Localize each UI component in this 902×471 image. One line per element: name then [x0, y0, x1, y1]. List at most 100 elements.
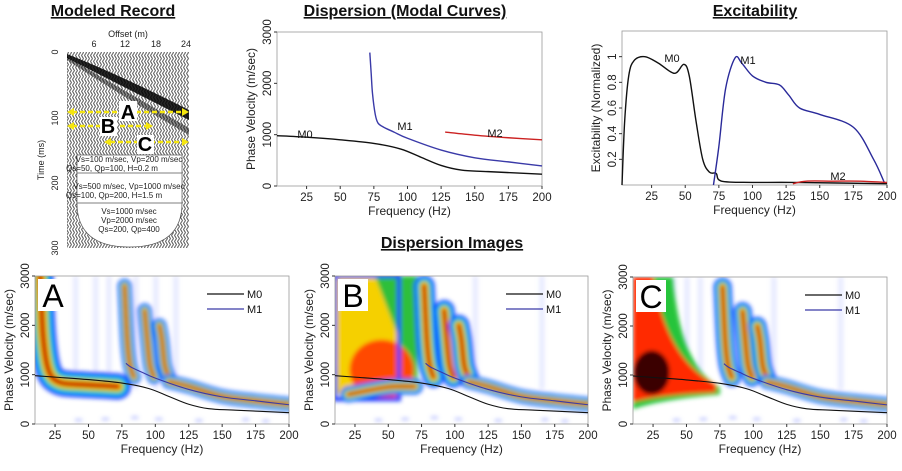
legend-m1-label: M1: [247, 304, 262, 316]
y-tick-label: 3000: [20, 263, 32, 289]
x-tick-label: 100: [146, 430, 165, 442]
record-xtick: 24: [181, 39, 191, 49]
y-tick-label: 0: [20, 421, 32, 427]
heatmap-band: [633, 350, 670, 395]
title-dispersion-images: Dispersion Images: [381, 235, 523, 252]
heatmap-band: [756, 325, 768, 379]
legend-m1-label: M1: [845, 305, 860, 317]
x-tick-label: 200: [877, 191, 896, 203]
x-tick-label: 100: [744, 430, 763, 442]
x-tick-label: 100: [743, 191, 762, 203]
x-tick-label: 175: [844, 191, 863, 203]
x-tick-label: 100: [445, 430, 464, 442]
modal-overlay: [335, 362, 588, 414]
record-ytick: 200: [50, 175, 60, 190]
heatmap-speckle: [155, 418, 163, 421]
x-tick-label: 125: [777, 430, 796, 442]
x-axis-label: Frequency (Hz): [420, 442, 503, 456]
title-excitability: Excitability: [713, 3, 798, 20]
title-modal-curves: Dispersion (Modal Curves): [304, 3, 507, 20]
y-tick-label: 2000: [320, 313, 332, 339]
y-tick-label: 2000: [262, 71, 274, 97]
heatmap-streak: [838, 277, 844, 390]
x-tick-label: 25: [349, 430, 362, 442]
y-tick-label: 0: [320, 421, 332, 427]
y-tick-label: 0.6: [607, 100, 619, 116]
x-tick-label: 50: [382, 430, 395, 442]
modeled-record: Offset (m) 6 12 18 24 Time (ms) 0 100 20…: [36, 29, 191, 256]
chart-B: 25 50 75 100 125 150 175 2000100020003000Freque…: [302, 263, 598, 456]
heatmap-speckle: [541, 418, 549, 421]
modal-overlay: [35, 362, 289, 414]
x-tick-label: 125: [479, 430, 498, 442]
charts: 25 50 75 100 125 150 175 2000100020003000Freque…: [2, 19, 897, 456]
x-tick-label: 75: [367, 192, 380, 204]
heatmap-streak: [697, 277, 703, 390]
heatmap-band: [721, 285, 733, 379]
heatmap-streak: [472, 276, 478, 390]
series-m2-line: [445, 131, 543, 141]
x-tick-label: 75: [415, 430, 428, 442]
series-m1-label: M1: [740, 55, 755, 67]
x-tick-label: 100: [398, 192, 417, 204]
heatmap-band: [457, 324, 470, 379]
x-tick-label: 150: [810, 191, 829, 203]
x-tick-label: 200: [877, 430, 896, 442]
heatmap-speckle: [699, 418, 707, 421]
x-tick-label: 200: [578, 430, 597, 442]
x-tick-label: 200: [279, 430, 298, 442]
x-tick-label: 25: [49, 430, 62, 442]
y-axis-label: Phase Velocity (m/sec): [600, 289, 614, 411]
y-axis-label: Phase Velocity (m/sec): [302, 289, 316, 411]
heatmap-band: [39, 276, 120, 388]
heatmap-speckle: [430, 416, 438, 419]
surface-wave-coda: [67, 57, 189, 135]
x-tick-label: 175: [545, 430, 564, 442]
y-tick-label: 2000: [618, 313, 630, 339]
window-c-label-bg: [137, 135, 154, 154]
record-ytick: 0: [50, 49, 60, 54]
chart-C: 25 50 75 100 125 150 175 2000100020003000Freque…: [600, 264, 897, 456]
x-tick-label: 50: [680, 430, 693, 442]
y-tick-label: 1000: [320, 362, 332, 388]
panel-label-bg: [636, 280, 666, 312]
heatmap-band: [143, 309, 155, 378]
y-tick-label: 1000: [618, 362, 630, 388]
plot-frame: [632, 276, 888, 425]
y-axis-label: Phase Velocity (m/sec): [2, 289, 16, 411]
heatmap-speckle: [860, 420, 868, 423]
series-m1-label: M1: [397, 121, 412, 133]
window-c-label: C: [138, 134, 152, 156]
y-tick-label: 1000: [20, 362, 32, 388]
heatmap-speckle: [401, 418, 409, 421]
legend-m0-label: M0: [845, 290, 860, 302]
y-tick-label: 0.8: [607, 74, 619, 90]
heatmap-band: [423, 284, 435, 379]
x-tick-label: 150: [811, 430, 830, 442]
heatmap-band: [335, 276, 401, 402]
window-a-label: A: [121, 102, 135, 124]
heatmap-speckle: [840, 418, 848, 421]
heatmap-speckle: [753, 418, 761, 421]
chart-excitability: 25 50 75 100 125 150 175 200 0.2 0.4 0.6 0.8 1 Freque…: [589, 30, 897, 217]
x-tick-label: 25: [300, 192, 313, 204]
layer1-q: Qs=50, Qp=100, H=0.2 m: [66, 164, 158, 173]
series-m1-line: [712, 55, 885, 186]
layer2-velocity: Vs=500 m/sec, Vp=1000 m/sec: [73, 182, 184, 191]
x-tick-label: 175: [499, 192, 518, 204]
y-tick-label: 1: [607, 53, 619, 59]
heatmap-streak: [684, 277, 690, 390]
y-tick-label: 0.4: [607, 125, 619, 142]
y-tick-label: 3000: [262, 19, 274, 45]
heatmap-band: [741, 310, 753, 379]
halfspace-q: Qs=200, Qp=400: [98, 225, 160, 234]
series-m2-label: M2: [830, 171, 845, 183]
heatmap-speckle: [101, 418, 109, 421]
heatmap-streak: [771, 277, 777, 390]
heatmap-band: [123, 285, 135, 378]
legend-m0-label: M0: [546, 289, 561, 301]
y-axis-label: Phase Velocity (m/sec): [244, 48, 258, 170]
overlay-m1-line: [425, 362, 588, 406]
overlay-m1-line: [723, 363, 887, 406]
